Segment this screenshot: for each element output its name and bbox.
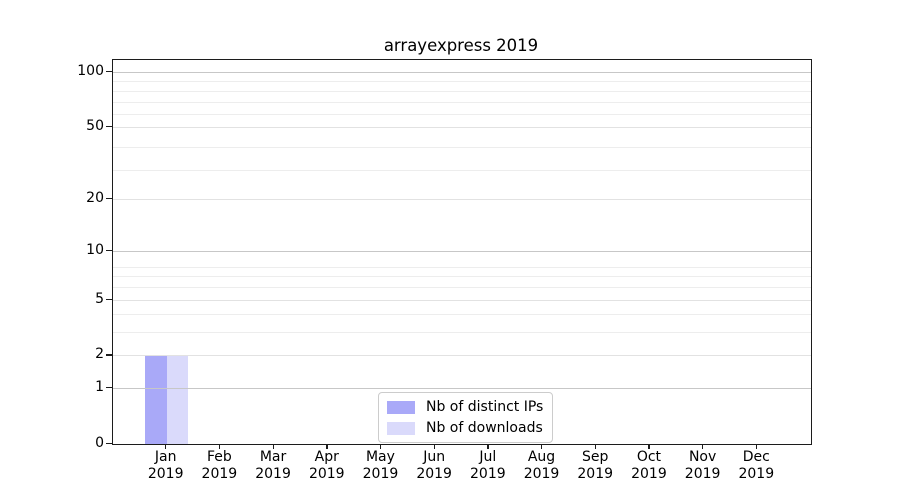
x-tick-mark	[702, 444, 704, 449]
month-label: Aug	[527, 449, 556, 465]
legend-swatch-distinct-ips	[387, 400, 415, 414]
month-label: Sep	[582, 449, 609, 465]
x-tick-label-jun: Jun 2019	[402, 449, 466, 483]
year-label: 2019	[147, 466, 184, 482]
y-tick-mark	[106, 197, 112, 199]
year-label: 2019	[255, 466, 291, 482]
chart-title: arrayexpress 2019	[383, 36, 539, 55]
x-tick-mark	[541, 444, 543, 449]
y-tick-mark	[106, 298, 112, 300]
legend: Nb of distinct IPs Nb of downloads	[378, 392, 554, 443]
y-tick-label: 5	[95, 290, 104, 307]
x-tick-mark	[218, 444, 221, 449]
gridline-minor	[113, 332, 811, 334]
y-tick-mark	[106, 387, 112, 389]
month-label: Jul	[479, 449, 497, 465]
year-label: 2019	[201, 466, 238, 482]
month-label: May	[365, 449, 395, 465]
y-tick-label: 50	[86, 118, 104, 135]
legend-label-downloads: Nb of downloads	[426, 420, 543, 436]
year-label: 2019	[308, 466, 345, 482]
month-label: Nov	[688, 449, 717, 465]
gridline-minor	[113, 276, 811, 278]
x-tick-label-aug: Aug 2019	[510, 449, 574, 483]
y-tick-mark	[106, 354, 112, 356]
gridline-minor	[113, 90, 811, 92]
legend-swatch-downloads	[387, 421, 415, 435]
gridline-y-1	[113, 388, 811, 390]
year-label: 2019	[523, 466, 560, 482]
gridline-minor	[113, 146, 811, 148]
plot-area	[112, 59, 812, 445]
y-tick-label: 100	[77, 63, 104, 79]
year-label: 2019	[684, 466, 721, 482]
x-tick-label-dec: Dec 2019	[724, 449, 788, 483]
gridline-minor	[113, 169, 811, 171]
year-label: 2019	[577, 466, 614, 482]
gridline-y-100	[113, 72, 811, 73]
gridline-y-20	[113, 198, 811, 200]
y-tick-mark	[106, 71, 112, 73]
bar-jan-distinct-ips	[145, 355, 167, 444]
x-tick-label-may: May 2019	[348, 449, 412, 483]
bar-jan-downloads	[166, 355, 189, 444]
month-label: Jun	[423, 449, 446, 465]
year-label: 2019	[631, 466, 667, 482]
x-tick-mark	[755, 444, 758, 449]
legend-label-distinct-ips: Nb of distinct IPs	[426, 399, 544, 415]
y-tick-label: 1	[95, 379, 104, 396]
legend-item-distinct-ips: Nb of distinct IPs	[387, 398, 543, 416]
year-label: 2019	[416, 466, 452, 482]
month-label: Mar	[259, 449, 287, 465]
y-tick-mark	[106, 443, 112, 445]
month-label: Feb	[206, 449, 232, 465]
x-tick-label-apr: Apr 2019	[295, 449, 359, 483]
y-tick-mark	[106, 249, 112, 251]
x-tick-label-jan: Jan 2019	[134, 449, 198, 483]
y-tick-label: 10	[86, 241, 104, 258]
gridline-minor	[113, 113, 811, 115]
month-label: Apr	[314, 449, 339, 465]
x-tick-mark	[326, 444, 328, 449]
x-tick-label-mar: Mar 2019	[241, 449, 305, 483]
x-tick-mark	[165, 444, 167, 449]
x-tick-mark	[272, 444, 274, 449]
gridline-minor	[113, 287, 811, 289]
gridline-y-50	[113, 127, 811, 129]
y-tick-label: 0	[95, 435, 104, 451]
x-tick-label-jul: Jul 2019	[456, 449, 520, 483]
y-tick-label: 20	[86, 189, 104, 206]
gridline-minor	[113, 266, 811, 268]
x-tick-label-nov: Nov 2019	[671, 449, 735, 483]
year-label: 2019	[738, 466, 775, 482]
year-label: 2019	[362, 466, 399, 482]
x-tick-mark	[648, 444, 650, 449]
gridline-minor	[113, 81, 811, 83]
gridline-minor	[113, 314, 811, 316]
gridline-y-2	[113, 355, 811, 357]
y-tick-mark	[106, 126, 112, 128]
x-tick-label-feb: Feb 2019	[187, 449, 251, 483]
legend-item-downloads: Nb of downloads	[387, 419, 543, 437]
month-label: Dec	[742, 449, 770, 465]
x-tick-mark	[433, 444, 435, 449]
month-label: Oct	[636, 449, 662, 465]
month-label: Jan	[154, 449, 177, 465]
x-tick-label-oct: Oct 2019	[617, 449, 681, 483]
gridline-y-10	[113, 250, 811, 252]
x-tick-mark	[594, 444, 597, 449]
year-label: 2019	[470, 466, 506, 482]
x-tick-mark	[487, 444, 489, 449]
gridline-y-5	[113, 299, 811, 301]
gridline-minor	[113, 101, 811, 103]
x-tick-label-sep: Sep 2019	[563, 449, 627, 483]
x-tick-mark	[379, 444, 382, 449]
y-tick-label: 2	[95, 346, 104, 363]
